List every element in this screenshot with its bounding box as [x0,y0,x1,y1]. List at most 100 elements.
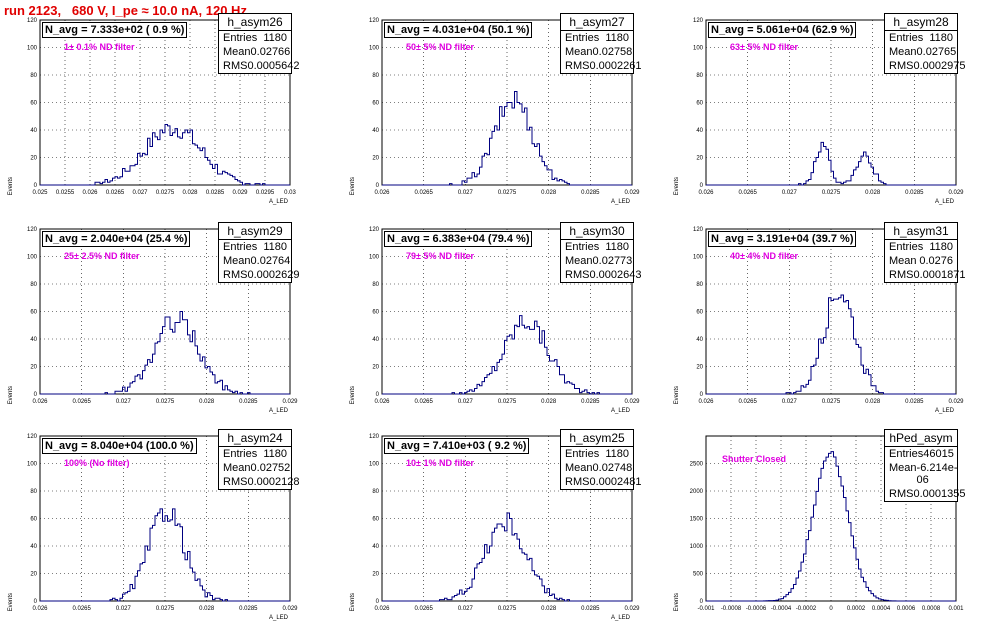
x-tick-label: 0.0275 [498,190,517,196]
stats-box: h_asym24 Entries 1180 Mean 0.02752 RMS 0.00021… [218,429,299,490]
filter-annotation: 40± 4% ND filter [730,251,798,261]
stats-row-entries: Entries 1180 [219,240,291,254]
y-tick-label: 20 [30,572,37,578]
y-tick-label: 120 [27,18,38,24]
x-tick-label: 0.026 [82,190,98,196]
stats-box: h_asym27 Entries 1180 Mean 0.02758 RMS 0.00022… [560,13,641,74]
y-tick-label: 0 [700,599,704,605]
x-tick-label: 0.028 [865,399,881,405]
stats-value: 0.02764 [250,255,291,267]
y-tick-label: 40 [372,544,379,550]
x-tick-label: 0.027 [458,399,474,405]
y-tick-label: 60 [696,310,703,316]
x-axis-title: A_LED [269,199,289,205]
x-tick-label: 0.029 [282,606,298,612]
x-tick-label: 0.0265 [738,190,757,196]
x-tick-label: 0.0265 [414,190,433,196]
y-axis-title: Events [350,177,356,195]
y-tick-label: 0 [34,599,38,605]
x-tick-label: 0.0265 [72,399,91,405]
filter-annotation: Shutter Closed [722,454,787,464]
y-tick-label: 0 [376,183,380,189]
stats-box: h_asym25 Entries 1180 Mean 0.02748 RMS 0.00024… [560,429,641,490]
y-tick-label: 60 [372,310,379,316]
y-tick-label: 100 [27,46,38,52]
x-tick-label: -0.0002 [796,606,817,612]
x-tick-label: 0.0275 [498,399,517,405]
x-tick-label: 0.026 [374,399,390,405]
run-title: run 2123, 680 V, I_pe ≈ 10.0 nA, 120 Hz [4,3,247,18]
y-tick-label: 0 [376,392,380,398]
stats-label: Mean [889,255,917,267]
x-tick-label: 0.027 [458,190,474,196]
y-tick-label: 100 [27,462,38,468]
x-tick-label: 0.0265 [414,399,433,405]
stats-value: 0.0002975 [913,60,966,72]
histogram-name: h_asym25 [561,430,633,447]
stats-value: 0.02748 [592,462,633,474]
stats-value: 0.0002128 [247,476,300,488]
x-tick-label: 0.026 [32,606,48,612]
stats-value: 1180 [263,32,287,44]
pad-h_asym28: 0.026 0.0265 0.027 0.0275 0.028 0.0285 0.029 0 2… [674,13,965,205]
histogram-plot: -0.001 -0.0008 -0.0006 -0.0004 -0.0002 0 0.000… [674,435,964,612]
pad-h_asym31: 0.026 0.0265 0.027 0.0275 0.028 0.0285 0.029 0 2… [674,222,965,414]
y-tick-label: 100 [693,255,704,261]
stats-label: Entries [565,241,600,253]
stats-row-mean: Mean -6.214e-06 [885,461,958,487]
x-tick-label: 0.0008 [922,606,941,612]
stats-row-mean: Mean 0.02773 [561,254,633,268]
y-tick-label: 120 [369,434,380,440]
x-tick-label: 0.027 [132,190,148,196]
y-tick-label: 40 [30,128,37,134]
y-tick-label: 40 [696,337,703,343]
stats-value: 1180 [263,448,287,460]
stats-label: Entries [223,448,258,460]
pad-h_asym25: 0.026 0.0265 0.027 0.0275 0.028 0.0285 0.029 0 2… [350,429,641,621]
y-tick-label: 20 [372,365,379,371]
stats-value: 0.0002629 [247,269,300,281]
stats-row-mean: Mean 0.02752 [219,461,291,475]
y-tick-label: 80 [372,282,379,288]
pad-h_asym24: 0.026 0.0265 0.027 0.0275 0.028 0.0285 0.029 0 2… [8,429,299,621]
stats-label: RMS [889,488,914,500]
x-tick-label: 0.029 [282,399,298,405]
y-tick-label: 20 [372,572,379,578]
x-tick-label: 0.03 [284,190,296,196]
y-tick-label: 100 [693,46,704,52]
pad-h_asym27: 0.026 0.0265 0.027 0.0275 0.028 0.0285 0.029 0 2… [350,13,641,205]
stats-value: 0.02773 [592,255,633,267]
stats-value: -6.214e-06 [916,462,958,486]
x-tick-label: 0.0255 [56,190,75,196]
x-tick-label: 0.028 [541,606,557,612]
x-tick-label: 0.028 [541,399,557,405]
histogram-plot: 0.025 0.0255 0.026 0.0265 0.027 0.0275 0.028 0.… [8,18,296,205]
stats-label: RMS [223,476,248,488]
stats-value: 46015 [923,448,954,460]
x-tick-label: 0.027 [116,606,132,612]
x-tick-label: 0.028 [865,190,881,196]
stats-row-entries: Entries 1180 [219,447,291,461]
histogram-name: h_asym28 [885,14,957,31]
stats-value: 0.0002481 [589,476,642,488]
filter-annotation: 100% (No filter) [64,458,130,468]
y-axis-title: Events [8,177,14,195]
stats-label: RMS [565,476,590,488]
y-tick-label: 20 [372,156,379,162]
y-tick-label: 80 [696,73,703,79]
x-tick-label: 0.0265 [72,606,91,612]
histogram-plot: 0.026 0.0265 0.027 0.0275 0.028 0.0285 0.029 0 2… [674,227,964,414]
x-tick-label: 0.029 [232,190,248,196]
y-tick-label: 40 [30,544,37,550]
y-tick-label: 80 [30,489,37,495]
y-axis-title: Events [8,386,14,404]
stats-box: h_asym30 Entries 1180 Mean 0.02773 RMS 0.00026… [560,222,641,283]
stats-value: 0.0002261 [589,60,642,72]
stats-box: h_asym26 Entries 1180 Mean 0.02766 RMS 0.00056… [218,13,299,74]
y-tick-label: 60 [30,517,37,523]
y-tick-label: 20 [30,365,37,371]
y-tick-label: 120 [369,227,380,233]
filter-annotation: 63± 5% ND filter [730,42,798,52]
y-tick-label: 60 [372,517,379,523]
stats-label: Entries [223,32,258,44]
